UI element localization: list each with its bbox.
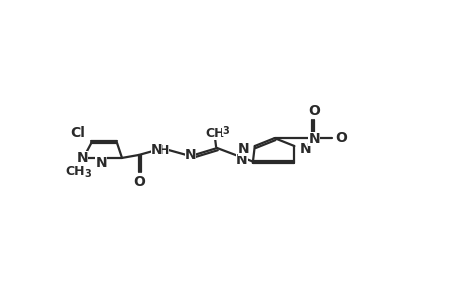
Text: N: N [299, 142, 310, 156]
Text: N: N [308, 132, 319, 146]
Text: N: N [76, 151, 88, 165]
Text: H: H [158, 143, 168, 157]
Text: 3: 3 [84, 169, 91, 179]
Text: N: N [184, 148, 196, 162]
Text: CH: CH [66, 165, 85, 178]
Text: O: O [308, 104, 319, 118]
Text: N: N [151, 143, 162, 157]
Text: CH: CH [205, 127, 224, 140]
Text: O: O [133, 175, 145, 189]
Text: N: N [95, 156, 107, 170]
Text: O: O [334, 131, 346, 145]
Text: N: N [238, 142, 249, 156]
Text: 3: 3 [222, 126, 228, 136]
Text: N: N [235, 153, 247, 167]
Text: Cl: Cl [70, 126, 84, 140]
Text: methyl: methyl [71, 171, 76, 172]
